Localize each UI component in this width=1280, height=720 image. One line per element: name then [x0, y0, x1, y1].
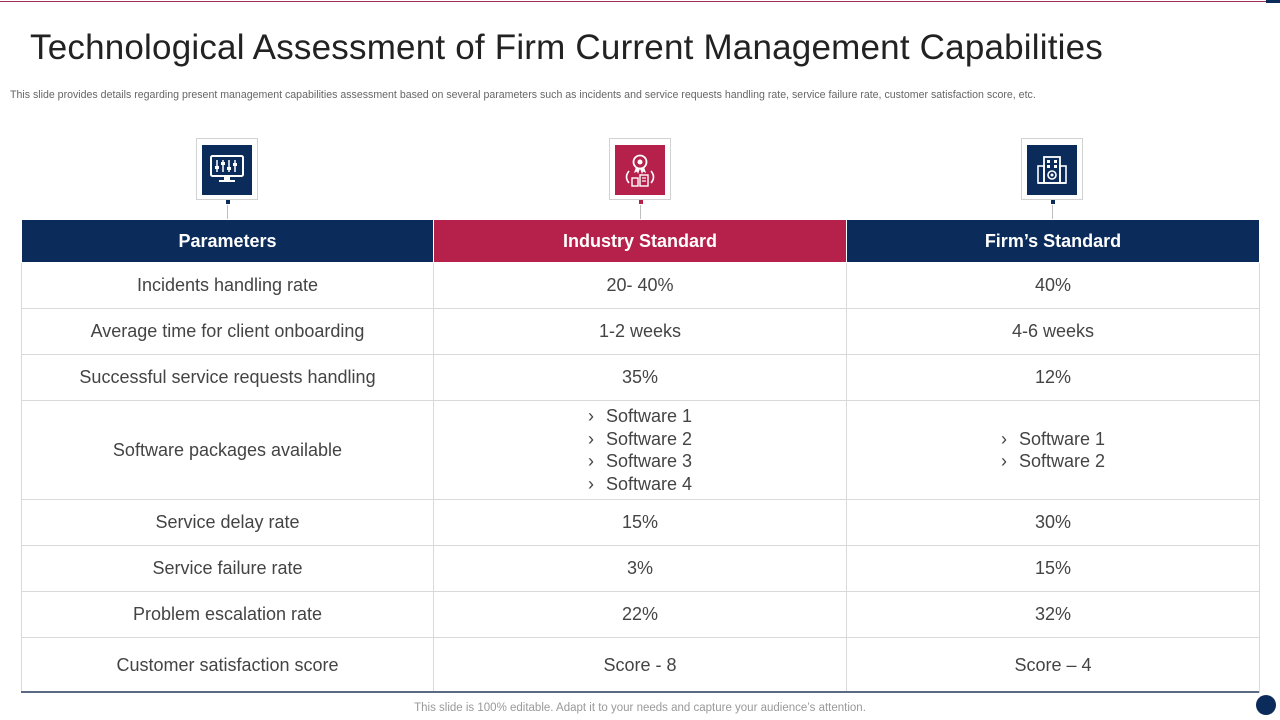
industry-cell: 15% — [433, 499, 847, 546]
award-building-icon — [615, 145, 665, 195]
industry-cell: 22% — [433, 591, 847, 638]
parameter-cell: Problem escalation rate — [21, 591, 434, 638]
firm-cell: Score – 4 — [846, 637, 1260, 693]
top-accent-line — [0, 0, 1280, 3]
office-building-icon — [1027, 145, 1077, 195]
page-subtitle: This slide provides details regarding pr… — [10, 89, 1036, 101]
list-item: Software 1 — [1001, 428, 1105, 451]
icon-connector-dot — [226, 200, 230, 204]
list-item: Software 2 — [588, 428, 692, 451]
table-row: Average time for client onboarding 1-2 w… — [21, 308, 1260, 355]
table-row: Software packages available Software 1 S… — [21, 400, 1260, 500]
industry-cell: Software 1 Software 2 Software 3 Softwar… — [433, 400, 847, 500]
table-row: Problem escalation rate 22% 32% — [21, 591, 1260, 638]
parameter-cell: Average time for client onboarding — [21, 308, 434, 355]
parameters-icon-box — [196, 138, 258, 204]
icon-connector-line — [227, 205, 228, 219]
corner-dot — [1256, 695, 1276, 715]
software-list: Software 1 Software 2 — [1001, 428, 1105, 473]
capabilities-table: Parameters Industry Standard Firm’s Stan… — [21, 219, 1260, 693]
industry-cell: 35% — [433, 354, 847, 401]
table-row: Incidents handling rate 20- 40% 40% — [21, 262, 1260, 309]
firm-cell: 40% — [846, 262, 1260, 309]
firm-icon-box — [1021, 138, 1083, 204]
list-item: Software 4 — [588, 473, 692, 496]
industry-cell: 1-2 weeks — [433, 308, 847, 355]
parameter-cell: Successful service requests handling — [21, 354, 434, 401]
icon-connector-line — [640, 205, 641, 219]
table-bottom-rule — [21, 691, 1259, 693]
top-accent-line-red — [0, 1, 1266, 2]
parameter-cell: Service delay rate — [21, 499, 434, 546]
header-parameters: Parameters — [21, 219, 434, 263]
monitor-sliders-icon — [202, 145, 252, 195]
icon-connector-dot — [1051, 200, 1055, 204]
icon-connector-dot — [639, 200, 643, 204]
firm-cell: 32% — [846, 591, 1260, 638]
parameter-cell: Software packages available — [21, 400, 434, 500]
firm-cell: 30% — [846, 499, 1260, 546]
firm-cell: 4-6 weeks — [846, 308, 1260, 355]
top-accent-line-navy — [1266, 0, 1280, 3]
firm-cell: Software 1 Software 2 — [846, 400, 1260, 500]
software-list: Software 1 Software 2 Software 3 Softwar… — [588, 405, 692, 495]
footer-note: This slide is 100% editable. Adapt it to… — [414, 702, 866, 714]
page-title: Technological Assessment of Firm Current… — [30, 28, 1104, 67]
industry-cell: Score - 8 — [433, 637, 847, 693]
list-item: Software 2 — [1001, 450, 1105, 473]
table-row: Service failure rate 3% 15% — [21, 545, 1260, 592]
table-row: Service delay rate 15% 30% — [21, 499, 1260, 546]
table-row: Customer satisfaction score Score - 8 Sc… — [21, 637, 1260, 693]
header-industry-standard: Industry Standard — [433, 219, 847, 263]
firm-cell: 15% — [846, 545, 1260, 592]
list-item: Software 3 — [588, 450, 692, 473]
firm-cell: 12% — [846, 354, 1260, 401]
list-item: Software 1 — [588, 405, 692, 428]
table-row: Successful service requests handling 35%… — [21, 354, 1260, 401]
table-header-row: Parameters Industry Standard Firm’s Stan… — [21, 219, 1260, 263]
icon-connector-line — [1052, 205, 1053, 219]
industry-cell: 3% — [433, 545, 847, 592]
parameter-cell: Incidents handling rate — [21, 262, 434, 309]
industry-icon-box — [609, 138, 671, 204]
parameter-cell: Customer satisfaction score — [21, 637, 434, 693]
parameter-cell: Service failure rate — [21, 545, 434, 592]
industry-cell: 20- 40% — [433, 262, 847, 309]
header-firms-standard: Firm’s Standard — [846, 219, 1260, 263]
